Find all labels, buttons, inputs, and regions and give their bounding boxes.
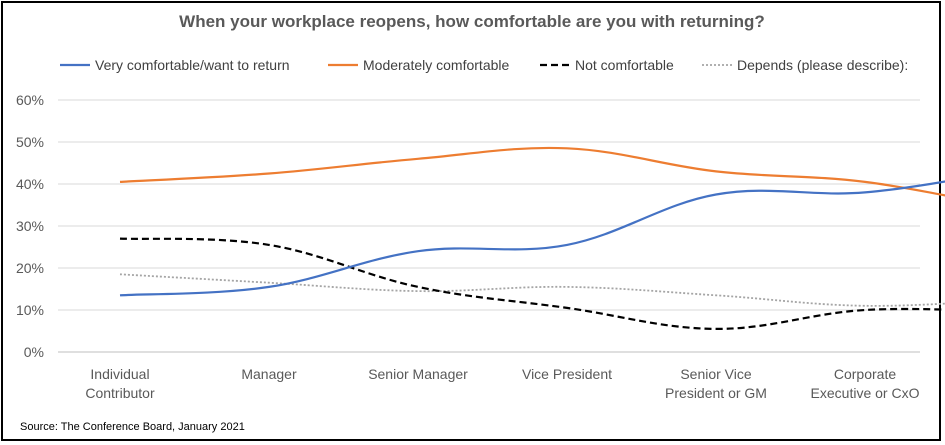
source-note: Source: The Conference Board, January 20… — [20, 421, 245, 433]
series-line-4 — [119, 273, 945, 307]
gridlines — [58, 99, 920, 353]
y-tick-label: 0% — [24, 344, 44, 360]
y-axis-ticks: 0% 10% 20% 30% 40% 50% 60% — [16, 92, 44, 360]
legend-label: Depends (please describe): — [737, 57, 908, 73]
x-tick-label: Corporate Executive or CxO — [811, 366, 920, 401]
legend-label: Very comfortable/want to return — [95, 57, 290, 73]
chart-title: When your workplace reopens, how comfort… — [179, 12, 765, 31]
series-line-1 — [119, 180, 945, 297]
y-tick-label: 60% — [16, 92, 44, 108]
y-tick-label: 20% — [16, 260, 44, 276]
series-lines — [119, 146, 945, 331]
x-tick-label: Senior Vice President or GM — [665, 366, 767, 401]
series-line-2 — [119, 146, 945, 197]
x-tick-label: Senior Manager — [368, 366, 468, 382]
x-tick-label: Vice President — [522, 366, 612, 382]
legend: Very comfortable/want to return Moderatel… — [60, 57, 908, 73]
x-tick-label: Individual Contributor — [85, 366, 155, 401]
x-axis-ticks: Individual Contributor Manager Senior Manag… — [85, 366, 920, 401]
y-tick-label: 10% — [16, 302, 44, 318]
y-tick-label: 50% — [16, 134, 44, 150]
legend-label: Not comfortable — [575, 57, 674, 73]
series-line-3 — [119, 237, 945, 331]
y-tick-label: 40% — [16, 176, 44, 192]
x-tick-label: Manager — [241, 366, 297, 382]
legend-label: Moderately comfortable — [363, 57, 510, 73]
y-tick-label: 30% — [16, 218, 44, 234]
